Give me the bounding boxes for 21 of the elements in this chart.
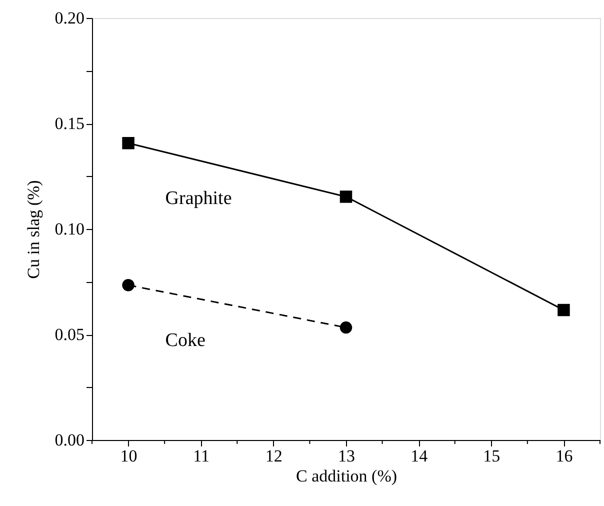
x-tick-label: 13 (338, 446, 355, 466)
y-tick-label: 0.15 (54, 114, 84, 133)
x-tick-label: 14 (410, 446, 428, 466)
y-tick-label: 0.20 (54, 8, 84, 28)
series-label: Graphite (165, 188, 232, 210)
point (340, 321, 352, 334)
x-tick-label: 11 (193, 446, 210, 466)
x-tick-label: 16 (556, 446, 573, 466)
x-tick-label: 15 (483, 446, 500, 466)
y-tick-label: 0.05 (54, 325, 84, 344)
point (122, 137, 134, 150)
x-axis-title: C addition (%) (296, 466, 398, 486)
point (558, 304, 570, 316)
series-label: Coke (165, 330, 206, 352)
x-tick-label: 10 (120, 446, 138, 466)
point (340, 190, 352, 203)
y-axis-title: Cu in slag (%) (24, 180, 43, 279)
y-tick-label: 0.10 (54, 220, 84, 238)
x-tick-label: 12 (265, 446, 282, 466)
y-tick-label: 0.00 (54, 430, 84, 450)
point (122, 279, 134, 292)
